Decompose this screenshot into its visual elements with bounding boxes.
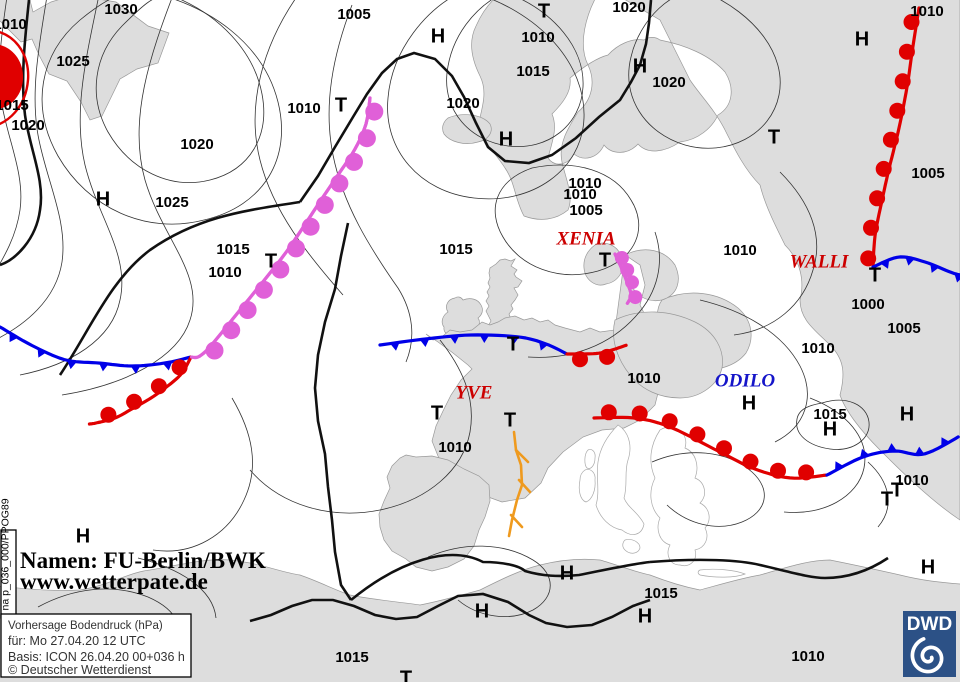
svg-text:1015: 1015 bbox=[335, 649, 368, 666]
svg-text:H: H bbox=[560, 562, 574, 584]
svg-text:1010: 1010 bbox=[801, 340, 834, 357]
svg-text:H: H bbox=[742, 392, 756, 414]
svg-text:H: H bbox=[823, 418, 837, 440]
svg-text:H: H bbox=[638, 605, 652, 627]
svg-text:H: H bbox=[96, 188, 110, 210]
svg-text:H: H bbox=[855, 28, 869, 50]
svg-text:1025: 1025 bbox=[155, 194, 188, 211]
svg-text:www.wetterpate.de: www.wetterpate.de bbox=[20, 569, 208, 594]
svg-text:T: T bbox=[335, 94, 347, 116]
svg-text:XENIA: XENIA bbox=[555, 228, 615, 249]
svg-text:1015: 1015 bbox=[644, 585, 677, 602]
svg-text:1020: 1020 bbox=[11, 117, 44, 134]
svg-text:T: T bbox=[891, 479, 903, 501]
svg-text:1000: 1000 bbox=[851, 296, 884, 313]
svg-text:DWD: DWD bbox=[907, 614, 952, 635]
svg-text:1010: 1010 bbox=[0, 16, 27, 33]
svg-text:1020: 1020 bbox=[446, 95, 479, 112]
svg-text:H: H bbox=[900, 403, 914, 425]
svg-text:1020: 1020 bbox=[180, 136, 213, 153]
svg-text:1010: 1010 bbox=[910, 3, 943, 20]
svg-text:1005: 1005 bbox=[887, 320, 920, 337]
svg-text:T: T bbox=[504, 409, 516, 431]
svg-text:1015: 1015 bbox=[216, 241, 249, 258]
svg-text:1005: 1005 bbox=[911, 165, 944, 182]
svg-text:1010: 1010 bbox=[563, 186, 596, 203]
svg-text:YVE: YVE bbox=[456, 382, 493, 403]
svg-text:1010: 1010 bbox=[791, 648, 824, 665]
svg-text:T: T bbox=[507, 333, 519, 355]
svg-text:T: T bbox=[768, 126, 780, 148]
svg-text:T: T bbox=[599, 249, 611, 271]
svg-text:H: H bbox=[921, 556, 935, 578]
svg-text:1010: 1010 bbox=[208, 264, 241, 281]
svg-text:1015: 1015 bbox=[0, 97, 29, 114]
svg-text:1005: 1005 bbox=[569, 202, 602, 219]
svg-text:1015: 1015 bbox=[439, 241, 472, 258]
svg-text:T: T bbox=[538, 0, 550, 22]
svg-text:T: T bbox=[869, 264, 881, 286]
svg-text:T: T bbox=[431, 402, 443, 424]
svg-text:H: H bbox=[76, 525, 90, 547]
svg-text:1005: 1005 bbox=[337, 6, 370, 23]
svg-text:1025: 1025 bbox=[56, 53, 89, 70]
svg-text:Vorhersage Bodendruck (hPa): Vorhersage Bodendruck (hPa) bbox=[8, 620, 163, 632]
svg-text:T: T bbox=[265, 250, 277, 272]
svg-text:ODILO: ODILO bbox=[715, 370, 775, 391]
svg-text:1020: 1020 bbox=[612, 0, 645, 16]
svg-text:Basis: ICON 26.04.20 00+036 h: Basis: ICON 26.04.20 00+036 h bbox=[8, 650, 185, 664]
svg-text:H: H bbox=[431, 25, 445, 47]
svg-text:1030: 1030 bbox=[104, 1, 137, 18]
svg-text:für: Mo 27.04.20 12 UTC: für: Mo 27.04.20 12 UTC bbox=[8, 634, 146, 648]
svg-text:1015: 1015 bbox=[516, 63, 549, 80]
svg-text:H: H bbox=[475, 600, 489, 622]
svg-text:T: T bbox=[400, 667, 412, 682]
svg-text:1010: 1010 bbox=[438, 439, 471, 456]
svg-text:1010: 1010 bbox=[287, 100, 320, 117]
svg-text:1020: 1020 bbox=[652, 74, 685, 91]
svg-text:H: H bbox=[499, 128, 513, 150]
svg-text:1010: 1010 bbox=[723, 242, 756, 259]
svg-text:1010: 1010 bbox=[627, 370, 660, 387]
svg-text:© Deutscher Wetterdienst: © Deutscher Wetterdienst bbox=[8, 663, 152, 677]
svg-text:H: H bbox=[633, 55, 647, 77]
svg-text:1010: 1010 bbox=[521, 29, 554, 46]
svg-text:WALLI: WALLI bbox=[790, 251, 849, 272]
